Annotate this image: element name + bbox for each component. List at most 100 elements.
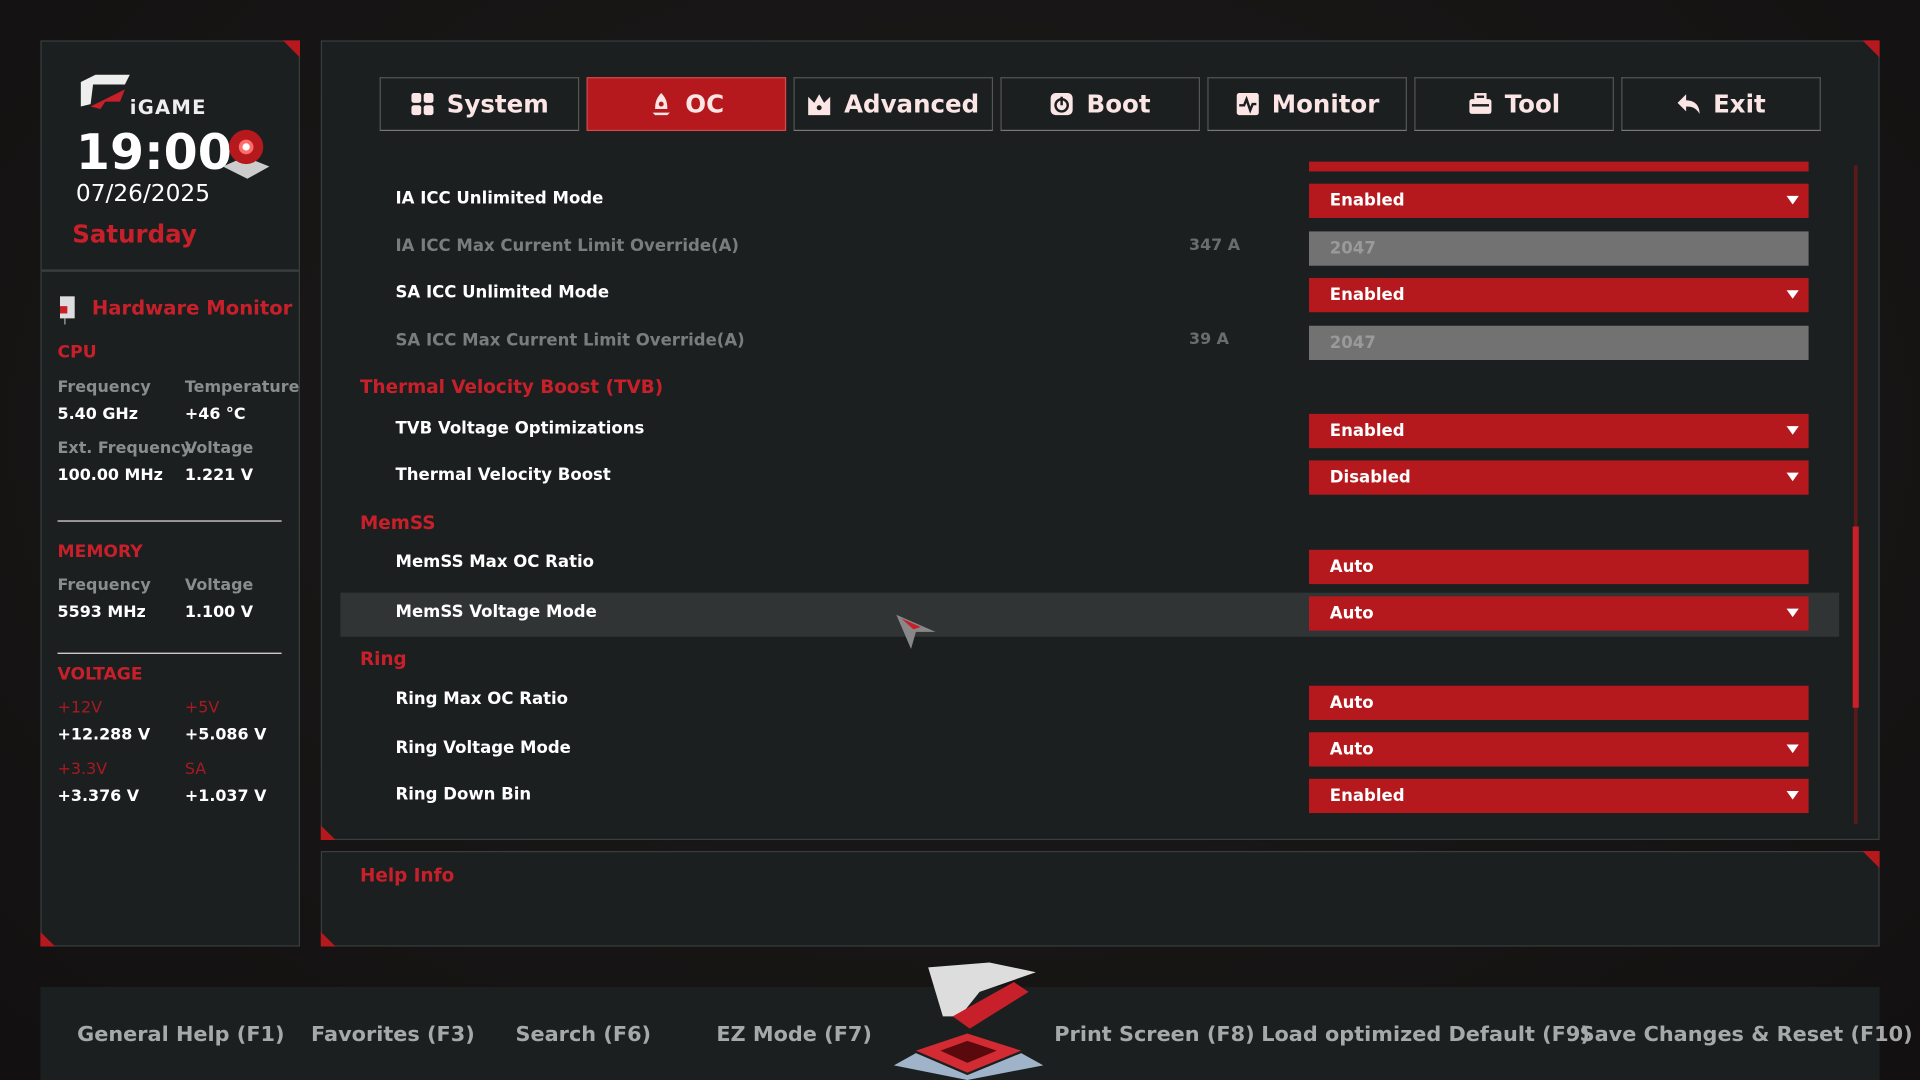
dropdown-value: Auto: [1329, 739, 1374, 760]
gear-robot-icon: [222, 129, 270, 179]
tvb-voltage-dropdown[interactable]: Enabled: [1308, 413, 1809, 449]
tab-tool[interactable]: Tool: [1414, 77, 1614, 132]
sa-icc-max-input: 2047: [1308, 325, 1809, 361]
memss-voltage-mode-dropdown[interactable]: Auto: [1308, 596, 1809, 631]
setting-label: SA ICC Max Current Limit Override(A): [395, 330, 745, 351]
setting-label: MemSS Max OC Ratio: [395, 552, 594, 572]
memory-voltage: 1.100 V: [184, 603, 254, 623]
back-arrow-icon: [1677, 94, 1700, 114]
cpu-frequency: 5.40 GHz: [57, 405, 139, 424]
cpu-voltage: 1.221 V: [184, 466, 254, 485]
dropdown-value: Enabled: [1329, 421, 1405, 441]
clock-day: Saturday: [72, 219, 197, 249]
ring-down-bin-dropdown[interactable]: Enabled: [1308, 778, 1809, 814]
save-reset-button[interactable]: Save Changes & Reset (F10): [1579, 1022, 1913, 1047]
dropdown-value: Enabled: [1329, 285, 1405, 305]
print-screen-button[interactable]: Print Screen (F8): [1054, 1022, 1255, 1047]
input-value: Auto: [1329, 557, 1374, 577]
group-header-ring: Ring: [360, 647, 407, 670]
dropdown-arrow-icon: [1786, 290, 1799, 299]
ia-icc-max-input: 2047: [1308, 231, 1809, 266]
igame-emblem-icon: [893, 962, 1044, 1080]
tab-advanced[interactable]: Advanced: [793, 77, 994, 132]
v33-label: +3.3V: [57, 760, 108, 779]
tab-system[interactable]: System: [379, 77, 580, 132]
tab-label: Boot: [1086, 89, 1151, 119]
cpu-temperature-label: Temperature: [184, 378, 300, 397]
settings-list: IA ICC Unlimited Mode Enabled IA ICC Max…: [321, 147, 1880, 833]
setting-label: IA ICC Max Current Limit Override(A): [395, 236, 739, 256]
memory-voltage-label: Voltage: [184, 576, 254, 596]
tab-boot[interactable]: Boot: [1000, 77, 1201, 132]
ia-icc-unlimited-dropdown[interactable]: Enabled: [1308, 183, 1809, 218]
clock-time: 19:00: [75, 124, 232, 182]
cpu-ext-frequency-label: Ext. Frequency: [57, 439, 192, 458]
tab-exit[interactable]: Exit: [1621, 77, 1821, 132]
tab-label: Advanced: [844, 89, 980, 119]
tvb-dropdown[interactable]: Disabled: [1308, 460, 1809, 495]
toolbox-icon: [1469, 93, 1492, 114]
tab-oc[interactable]: OC: [586, 77, 787, 132]
tab-label: Tool: [1504, 89, 1561, 119]
memory-frequency: 5593 MHz: [57, 603, 146, 623]
igame-logo-icon: iGAME: [80, 74, 207, 119]
cpu-ext-frequency: 100.00 MHz: [57, 466, 163, 485]
dropdown-value: Auto: [1329, 603, 1374, 624]
left-panel: iGAME 19:00 07/26/2025 Saturday Hardware…: [40, 40, 301, 947]
dropdown-arrow-icon: [1786, 608, 1799, 618]
v5-label: +5V: [184, 699, 220, 718]
pulse-icon: [1236, 93, 1259, 116]
mouse-cursor-icon: [896, 614, 936, 649]
svg-text:iGAME: iGAME: [130, 96, 207, 119]
sa-icc-unlimited-dropdown[interactable]: Enabled: [1308, 277, 1809, 313]
clock-date: 07/26/2025: [75, 180, 211, 207]
setting-label: MemSS Voltage Mode: [395, 602, 597, 623]
sa-label: SA: [184, 760, 207, 779]
divider: [57, 652, 282, 654]
search-button[interactable]: Search (F6): [515, 1022, 652, 1047]
help-panel: Help Info: [320, 851, 1880, 947]
input-value: 2047: [1329, 333, 1376, 353]
crown-icon: [808, 94, 831, 116]
partial-dropdown[interactable]: [1308, 161, 1809, 172]
ring-voltage-mode-dropdown[interactable]: Auto: [1308, 732, 1809, 767]
favorites-button[interactable]: Favorites (F3): [311, 1022, 475, 1047]
setting-label: IA ICC Unlimited Mode: [395, 188, 604, 209]
ez-mode-button[interactable]: EZ Mode (F7): [716, 1022, 872, 1047]
v12-value: +12.288 V: [57, 726, 151, 745]
memory-frequency-label: Frequency: [57, 576, 151, 596]
cpu-temperature: +46 °C: [184, 405, 246, 424]
scrollbar-track[interactable]: [1853, 165, 1858, 825]
ring-max-oc-input[interactable]: Auto: [1308, 685, 1809, 721]
cpu-voltage-label: Voltage: [184, 439, 254, 458]
tab-label: Exit: [1713, 89, 1766, 119]
power-icon: [1051, 93, 1074, 116]
divider: [41, 269, 299, 272]
input-value: Auto: [1329, 693, 1374, 713]
dropdown-value: Disabled: [1329, 467, 1411, 488]
tab-monitor[interactable]: Monitor: [1207, 77, 1407, 132]
dropdown-arrow-icon: [1786, 426, 1799, 435]
cpu-title: CPU: [57, 342, 97, 363]
dropdown-value: Enabled: [1329, 191, 1405, 211]
memss-max-oc-input[interactable]: Auto: [1308, 549, 1809, 585]
scrollbar-thumb[interactable]: [1852, 526, 1859, 708]
voltage-title: VOLTAGE: [57, 664, 143, 685]
setting-label: TVB Voltage Optimizations: [395, 418, 645, 439]
setting-label: SA ICC Unlimited Mode: [395, 282, 610, 303]
load-default-button[interactable]: Load optimized Default (F9): [1261, 1022, 1590, 1047]
current-value: 39 A: [1188, 330, 1230, 349]
dropdown-arrow-icon: [1786, 195, 1799, 205]
v5-value: +5.086 V: [184, 726, 267, 745]
hardware-monitor-icon: [60, 296, 75, 325]
setting-label: Ring Max OC Ratio: [395, 689, 569, 709]
current-value: 347 A: [1188, 236, 1241, 255]
tab-label: Monitor: [1271, 89, 1380, 119]
dropdown-arrow-icon: [1786, 744, 1799, 754]
input-value: 2047: [1329, 238, 1376, 259]
dropdown-value: Enabled: [1329, 786, 1405, 806]
general-help-button[interactable]: General Help (F1): [77, 1022, 285, 1047]
tab-label: OC: [685, 89, 725, 119]
divider: [57, 520, 282, 522]
tab-label: System: [446, 89, 549, 119]
